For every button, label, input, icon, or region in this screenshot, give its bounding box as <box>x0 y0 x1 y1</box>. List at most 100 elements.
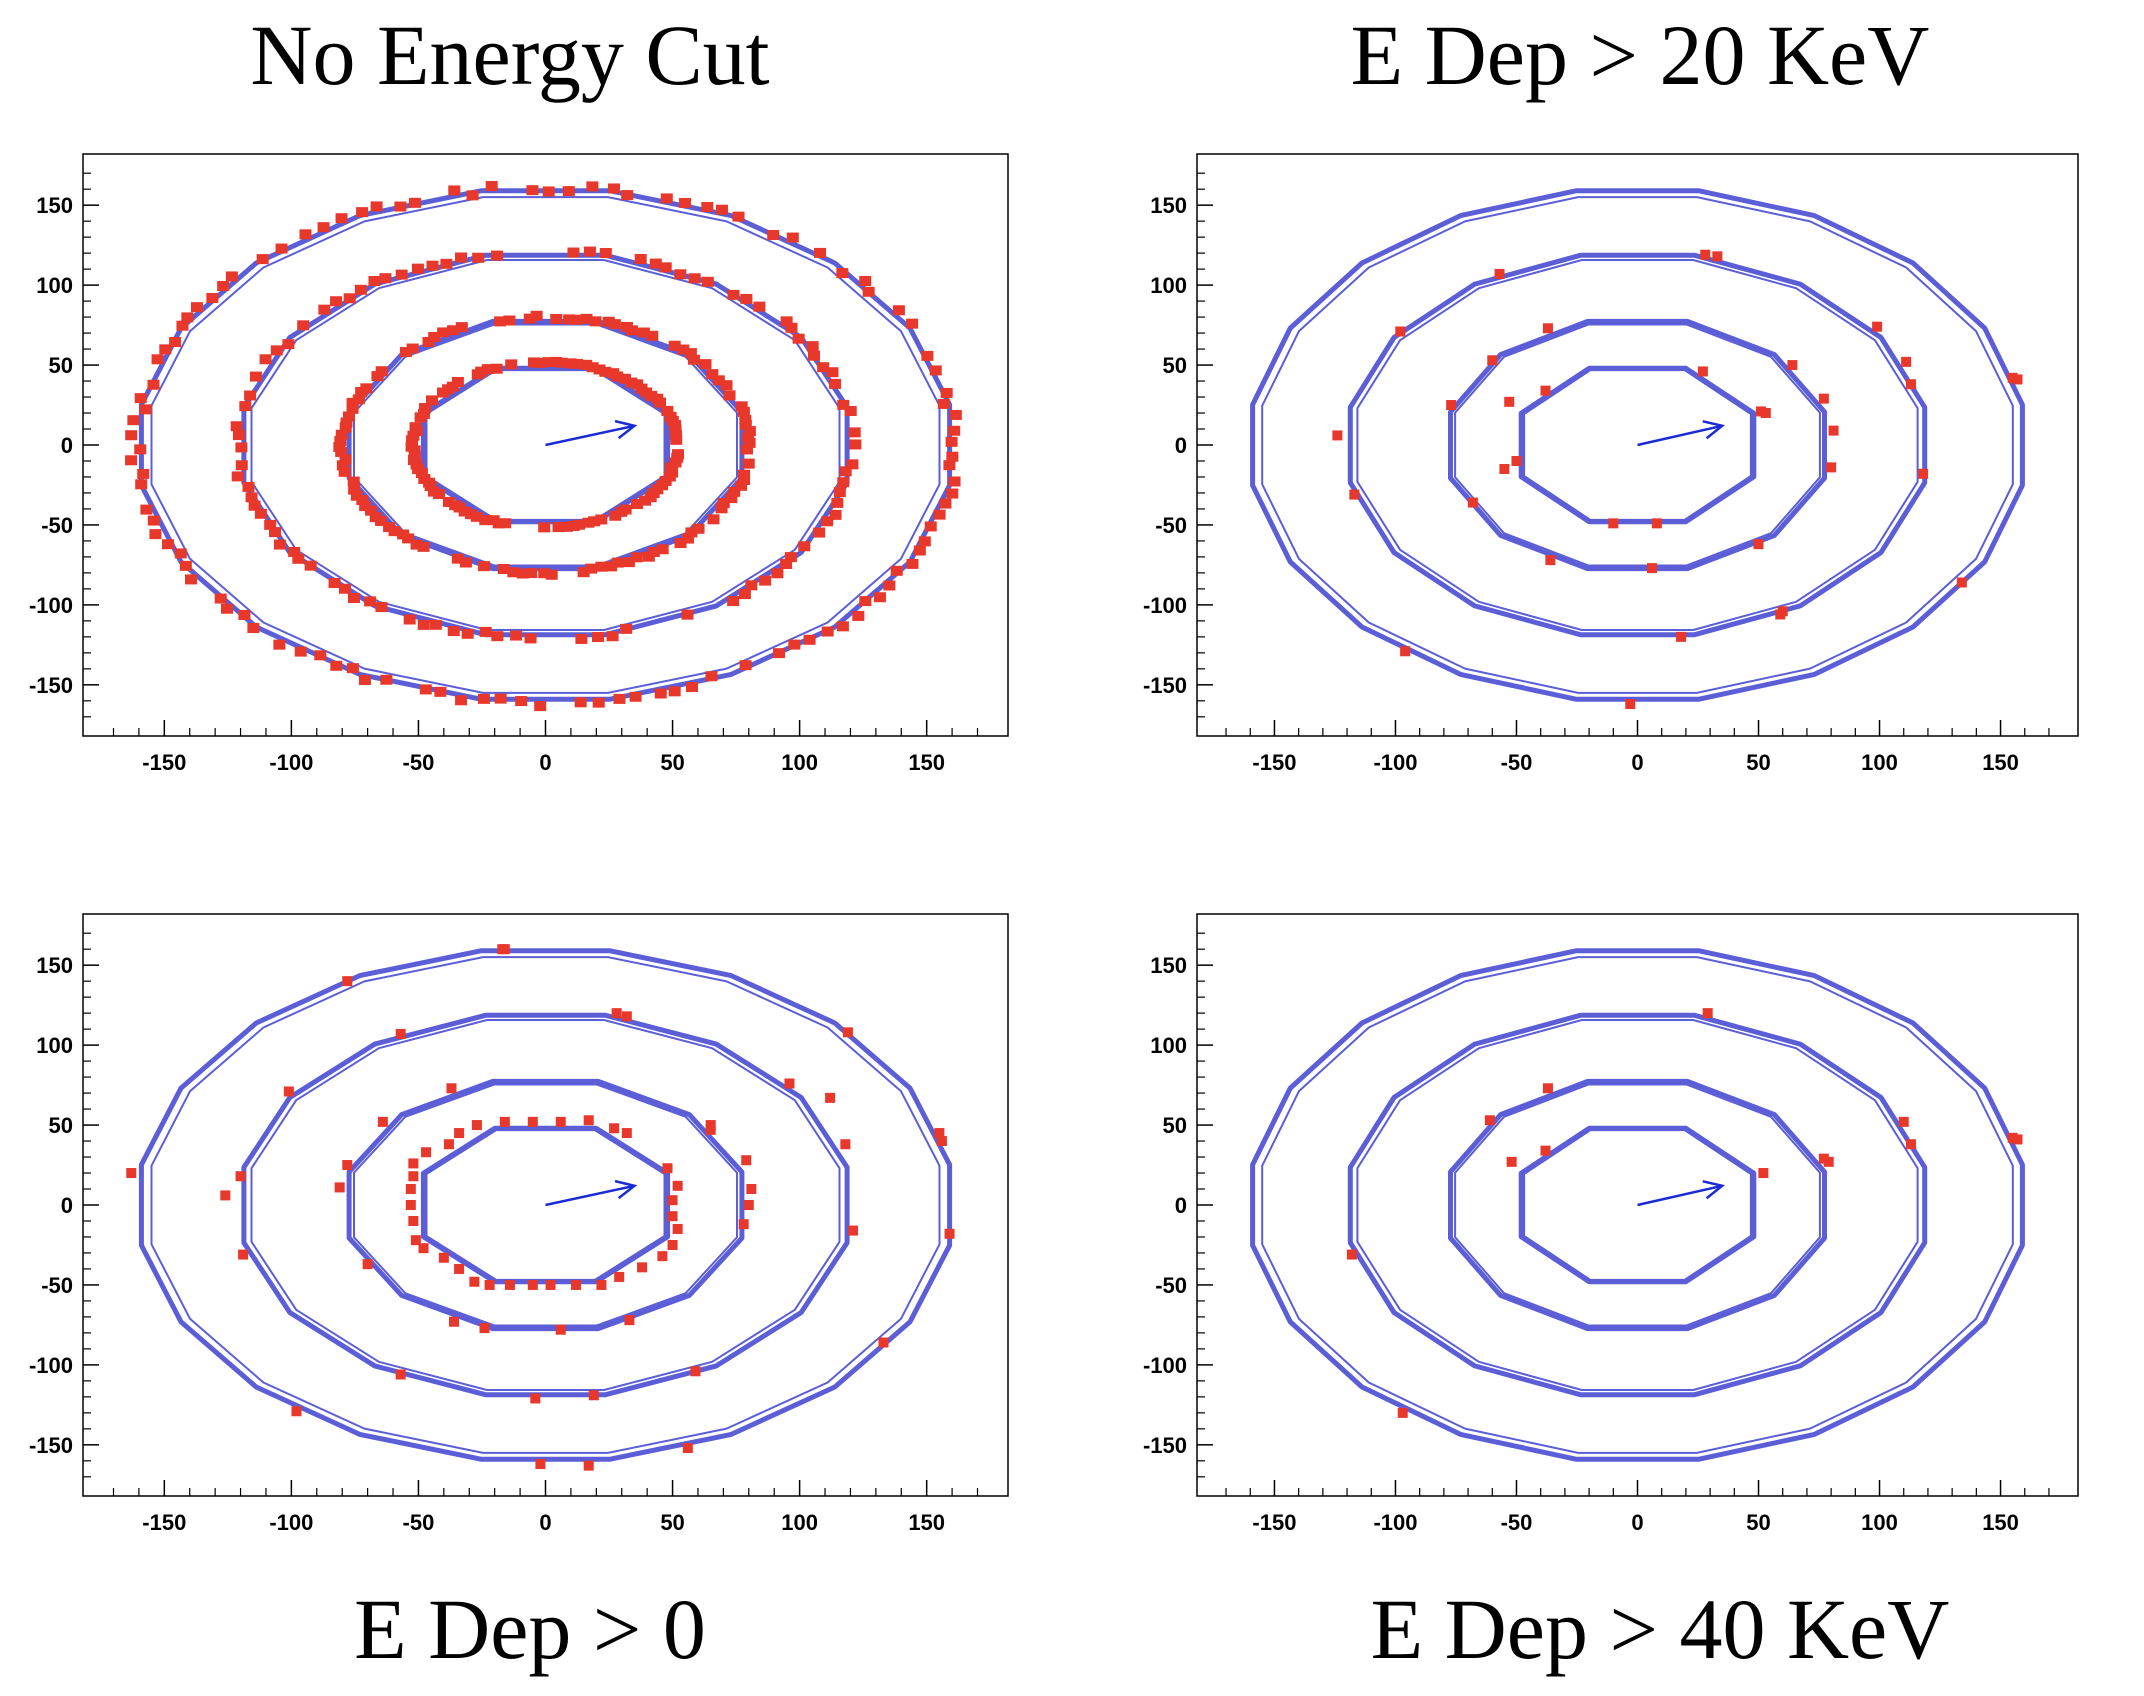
hit-marker <box>771 568 783 578</box>
hit-marker <box>235 442 247 452</box>
hit-marker <box>400 347 412 357</box>
hit-marker <box>244 391 256 401</box>
hit-marker <box>419 1243 429 1253</box>
hit-marker <box>449 1317 459 1327</box>
y-tick-label: 100 <box>1150 1033 1187 1058</box>
hit-marker <box>1819 394 1829 404</box>
y-tick-label: 0 <box>61 433 73 458</box>
hit-marker <box>843 1027 853 1037</box>
hit-marker <box>1499 464 1509 474</box>
x-tick-label: -100 <box>1373 1510 1417 1535</box>
hit-marker <box>813 528 825 538</box>
hit-marker <box>515 696 527 706</box>
hit-marker <box>412 264 424 274</box>
hit-marker <box>444 1139 454 1149</box>
hit-marker <box>215 594 227 604</box>
hit-marker <box>191 302 203 312</box>
hit-marker <box>744 1200 754 1210</box>
y-tick-label: 50 <box>49 1113 73 1138</box>
hit-marker <box>247 623 259 633</box>
hit-marker <box>336 213 348 223</box>
hit-marker <box>135 479 147 489</box>
hit-marker <box>299 229 311 239</box>
hit-marker <box>232 471 244 481</box>
x-tick-label: -100 <box>269 1510 313 1535</box>
hit-marker <box>221 604 233 614</box>
hit-marker <box>668 1195 678 1205</box>
hit-marker <box>404 614 416 624</box>
hit-marker <box>135 393 147 403</box>
hit-marker <box>525 633 537 643</box>
hit-marker <box>621 190 633 200</box>
hit-marker <box>945 1229 955 1239</box>
hit-marker <box>773 648 785 658</box>
hit-marker <box>630 692 642 702</box>
y-tick-label: 50 <box>49 353 73 378</box>
hit-marker <box>807 341 819 351</box>
hit-marker <box>380 675 392 685</box>
hit-marker <box>440 259 452 269</box>
hit-marker <box>1495 269 1505 279</box>
x-tick-label: -100 <box>269 750 313 775</box>
y-tick-label: 0 <box>1175 1193 1187 1218</box>
hit-marker <box>596 1280 606 1290</box>
hit-marker <box>693 524 705 534</box>
hit-marker <box>586 181 598 191</box>
hit-marker <box>528 357 540 367</box>
hit-marker <box>846 459 858 469</box>
hit-marker <box>140 404 152 414</box>
chart-title: E Dep > 0 <box>354 1581 706 1677</box>
hit-marker <box>1507 1157 1517 1167</box>
hit-marker <box>1543 1083 1553 1093</box>
hit-marker <box>706 369 718 379</box>
y-tick-label: -50 <box>1155 1273 1187 1298</box>
hit-marker <box>525 568 537 578</box>
hit-marker <box>2012 1134 2022 1144</box>
hit-marker <box>495 694 507 704</box>
hit-marker <box>448 626 460 636</box>
hit-marker <box>852 611 864 621</box>
hit-marker <box>739 589 751 599</box>
y-tick-label: -100 <box>29 1353 73 1378</box>
hit-marker <box>339 467 351 477</box>
hit-marker <box>342 976 352 986</box>
hit-marker <box>364 596 376 606</box>
y-tick-label: 150 <box>36 193 73 218</box>
hit-marker <box>269 527 281 537</box>
hit-marker <box>295 647 307 657</box>
hit-marker <box>491 251 503 261</box>
hit-marker <box>255 509 267 519</box>
y-tick-label: 150 <box>1150 193 1187 218</box>
hit-marker <box>603 317 615 327</box>
hit-marker <box>335 1182 345 1192</box>
hit-marker <box>243 482 255 492</box>
hit-marker <box>702 277 714 287</box>
hit-marker <box>528 1117 538 1127</box>
hit-marker <box>787 233 799 243</box>
hit-marker <box>1625 699 1635 709</box>
hit-marker <box>662 1163 672 1173</box>
hit-marker <box>318 222 330 232</box>
hit-marker <box>925 521 937 531</box>
x-tick-label: 50 <box>1746 750 1770 775</box>
hit-marker <box>622 1011 632 1021</box>
hit-marker <box>147 380 159 390</box>
hit-marker <box>637 1262 647 1272</box>
x-tick-label: 0 <box>539 1510 551 1535</box>
x-tick-label: -150 <box>142 750 186 775</box>
hit-marker <box>672 449 684 459</box>
hit-marker <box>125 455 137 465</box>
y-tick-label: 150 <box>1150 953 1187 978</box>
hit-marker <box>620 624 632 634</box>
hit-marker <box>736 401 748 411</box>
hit-marker <box>550 314 562 324</box>
hit-marker <box>822 627 834 637</box>
hit-marker <box>690 1366 700 1376</box>
hit-marker <box>1698 366 1708 376</box>
hit-marker <box>1824 1157 1834 1167</box>
hit-marker <box>608 183 620 193</box>
hit-marker <box>808 351 820 361</box>
x-tick-label: 0 <box>1631 1510 1643 1535</box>
